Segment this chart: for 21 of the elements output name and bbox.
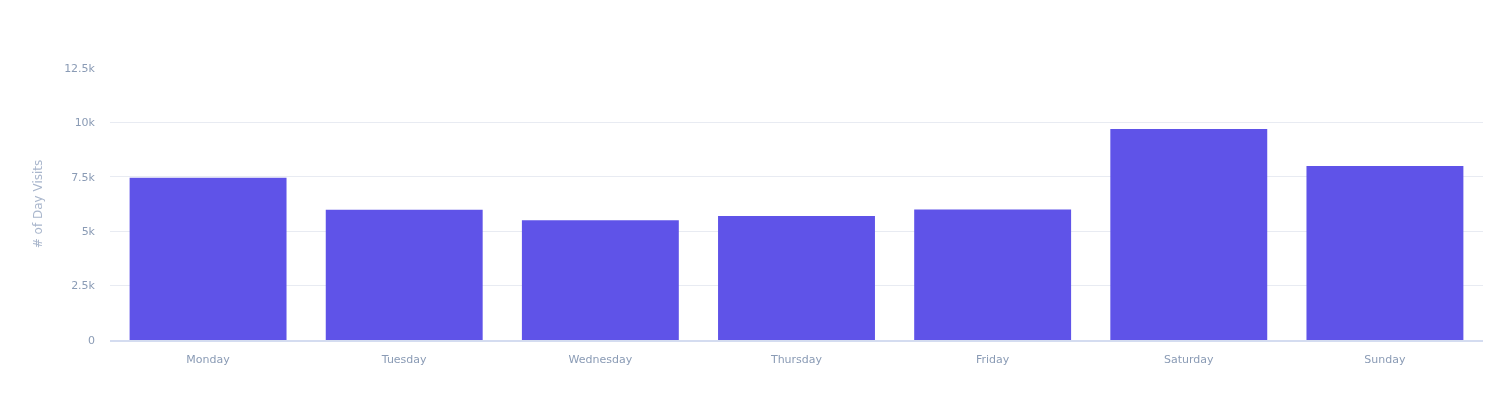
x-tick-label: Sunday bbox=[1364, 352, 1406, 366]
x-tick-label: Thursday bbox=[769, 352, 823, 366]
x-tick-label: Wednesday bbox=[568, 352, 633, 366]
y-tick-label: 10k bbox=[74, 116, 96, 130]
x-tick-label: Monday bbox=[186, 352, 231, 366]
y-tick-label: 2.5k bbox=[71, 279, 96, 293]
y-tick-label: 5k bbox=[81, 225, 96, 239]
y-tick-label: 7.5k bbox=[71, 170, 96, 184]
bar bbox=[1110, 128, 1268, 340]
bar bbox=[718, 215, 875, 340]
bar bbox=[129, 177, 287, 340]
bar bbox=[325, 209, 483, 340]
x-tick-label: Saturday bbox=[1164, 352, 1215, 366]
y-tick-label: 0 bbox=[88, 333, 95, 347]
bar bbox=[521, 220, 679, 340]
y-axis-title: # of Day Visits bbox=[31, 159, 46, 249]
x-tick-label: Friday bbox=[975, 352, 1010, 366]
y-tick-label: 12.5k bbox=[64, 61, 96, 75]
x-tick-label: Tuesday bbox=[380, 352, 428, 366]
bar bbox=[1306, 165, 1464, 340]
bar bbox=[914, 209, 1072, 340]
